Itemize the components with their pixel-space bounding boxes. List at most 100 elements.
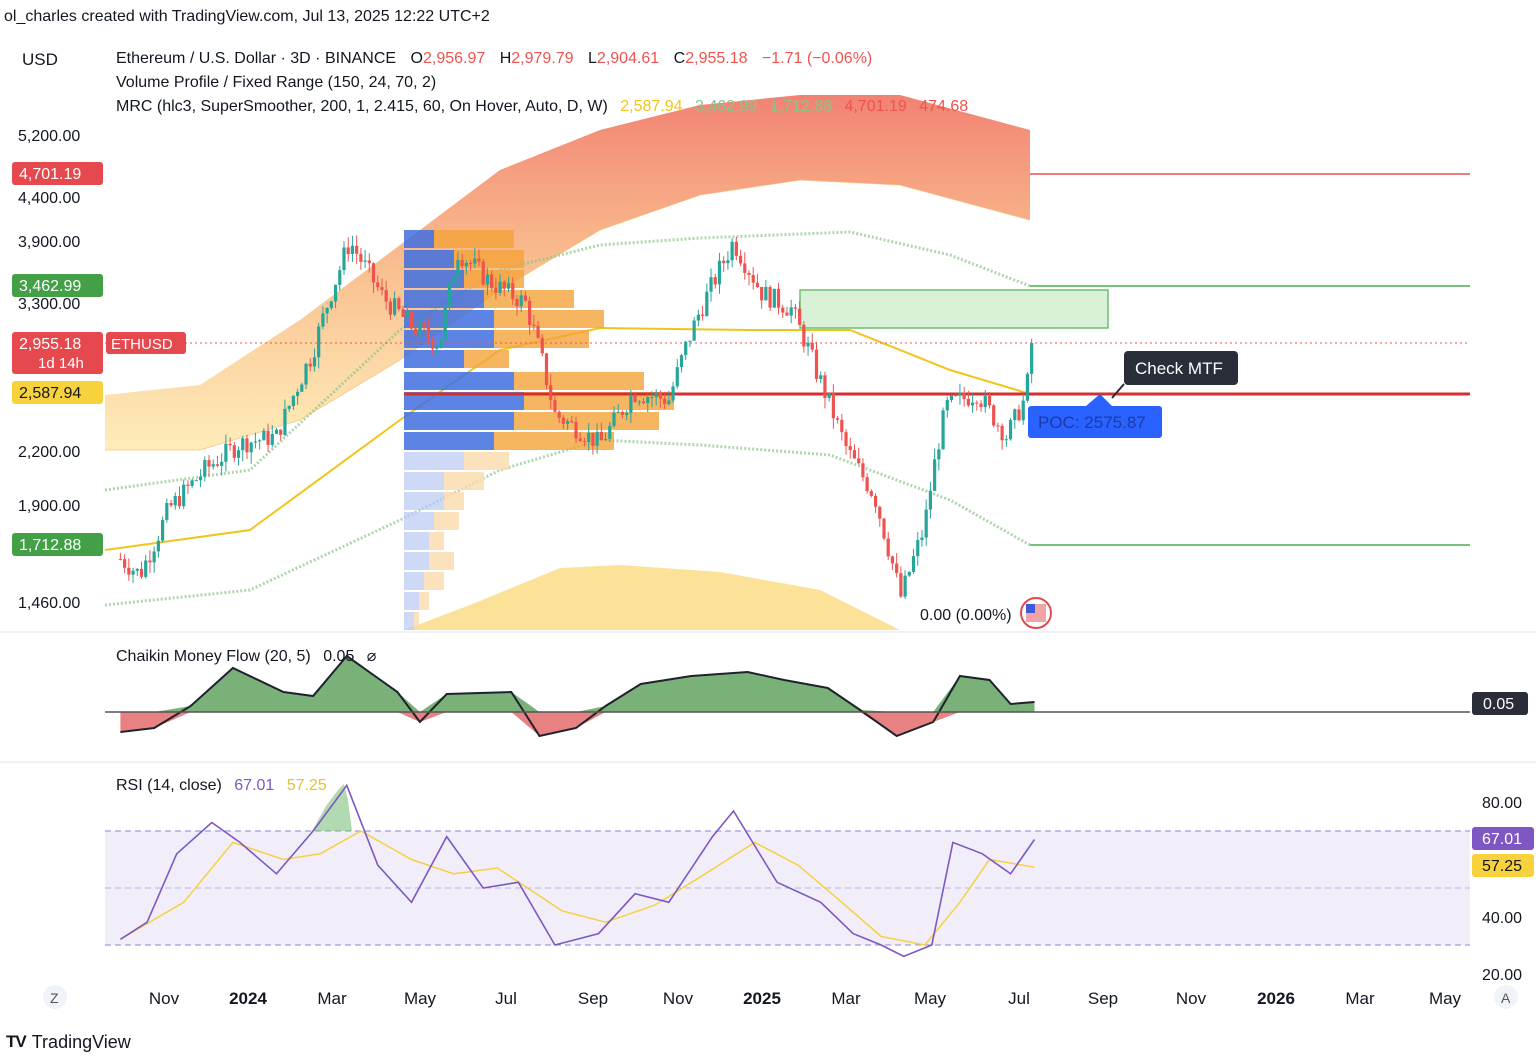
- candle-body[interactable]: [684, 341, 688, 356]
- candle-body[interactable]: [338, 270, 342, 285]
- candle-body[interactable]: [160, 519, 165, 541]
- poc-callout[interactable]: [1028, 406, 1162, 438]
- zoom-button[interactable]: [43, 985, 67, 1009]
- price-axis[interactable]: 5,200.00 4,400.00 3,900.00 3,300.00 2,20…: [12, 128, 186, 612]
- candle-body[interactable]: [667, 400, 671, 405]
- candle-body[interactable]: [688, 340, 692, 342]
- candle-body[interactable]: [987, 395, 992, 406]
- candle-body[interactable]: [494, 287, 498, 293]
- candle-body[interactable]: [852, 450, 857, 459]
- candle-body[interactable]: [1017, 409, 1021, 421]
- candle-body[interactable]: [511, 283, 515, 299]
- candle-body[interactable]: [705, 291, 709, 316]
- candle-body[interactable]: [346, 247, 350, 255]
- candle-body[interactable]: [751, 274, 755, 283]
- candle-body[interactable]: [308, 363, 312, 367]
- candle-body[interactable]: [456, 260, 460, 278]
- candles[interactable]: [118, 235, 1034, 599]
- candle-body[interactable]: [709, 277, 713, 292]
- candle-body[interactable]: [700, 314, 705, 316]
- candle-body[interactable]: [481, 261, 485, 285]
- candle-body[interactable]: [591, 432, 595, 446]
- candle-body[interactable]: [464, 262, 468, 267]
- candle-body[interactable]: [861, 463, 865, 478]
- candle-body[interactable]: [738, 255, 743, 264]
- candle-body[interactable]: [603, 438, 608, 441]
- candle-body[interactable]: [329, 301, 333, 308]
- candle-body[interactable]: [363, 260, 367, 262]
- candle-body[interactable]: [781, 307, 785, 313]
- candle-body[interactable]: [190, 480, 194, 486]
- candle-body[interactable]: [1004, 439, 1008, 441]
- candle-body[interactable]: [401, 309, 405, 317]
- candle-body[interactable]: [468, 262, 473, 264]
- candle-body[interactable]: [350, 245, 355, 255]
- candle-body[interactable]: [810, 342, 814, 350]
- candle-body[interactable]: [241, 438, 245, 451]
- candle-body[interactable]: [321, 313, 325, 327]
- candle-body[interactable]: [194, 480, 198, 482]
- candle-body[interactable]: [333, 284, 338, 302]
- candle-body[interactable]: [220, 461, 224, 466]
- candle-body[interactable]: [587, 432, 591, 442]
- candle-body[interactable]: [304, 363, 308, 385]
- candle-body[interactable]: [405, 311, 409, 317]
- candle-body[interactable]: [287, 405, 291, 409]
- candle-body[interactable]: [844, 432, 848, 447]
- candle-body[interactable]: [958, 392, 962, 396]
- candle-body[interactable]: [422, 322, 426, 328]
- candle-body[interactable]: [570, 421, 574, 423]
- candle-body[interactable]: [793, 307, 798, 309]
- candle-body[interactable]: [371, 263, 376, 283]
- candle-body[interactable]: [924, 509, 928, 538]
- candle-body[interactable]: [582, 441, 587, 443]
- candle-body[interactable]: [899, 573, 903, 597]
- candle-body[interactable]: [831, 393, 835, 419]
- candle-body[interactable]: [253, 441, 258, 443]
- candle-body[interactable]: [182, 484, 186, 507]
- candle-body[interactable]: [692, 320, 696, 341]
- candle-body[interactable]: [123, 559, 127, 568]
- candle-body[interactable]: [502, 281, 506, 289]
- candle-body[interactable]: [764, 287, 768, 301]
- candle-body[interactable]: [557, 411, 561, 418]
- candle-body[interactable]: [620, 411, 625, 415]
- candle-body[interactable]: [232, 445, 236, 458]
- candle-body[interactable]: [498, 281, 502, 293]
- legend-volume-profile[interactable]: Volume Profile / Fixed Range (150, 24, 7…: [116, 74, 436, 91]
- candle-body[interactable]: [528, 300, 532, 326]
- candle-body[interactable]: [772, 288, 776, 308]
- candle-body[interactable]: [966, 398, 970, 406]
- legend-symbol[interactable]: Ethereum / U.S. Dollar · 3D · BINANCE O2…: [116, 50, 872, 67]
- candle-body[interactable]: [477, 258, 481, 262]
- candle-body[interactable]: [916, 540, 920, 557]
- candle-body[interactable]: [414, 328, 418, 335]
- auto-scale-button[interactable]: [1494, 985, 1518, 1009]
- candle-body[interactable]: [802, 324, 806, 347]
- candle-body[interactable]: [173, 496, 177, 506]
- candle-body[interactable]: [612, 412, 616, 426]
- candle-body[interactable]: [945, 399, 949, 411]
- candle-body[interactable]: [490, 274, 494, 288]
- candle-body[interactable]: [819, 375, 823, 379]
- candle-body[interactable]: [768, 287, 772, 308]
- candle-body[interactable]: [941, 410, 945, 450]
- candle-body[interactable]: [300, 384, 304, 392]
- candle-body[interactable]: [144, 560, 148, 577]
- candle-body[interactable]: [452, 277, 456, 284]
- candle-body[interactable]: [722, 260, 726, 264]
- time-axis[interactable]: Z A Nov 2024 Mar May Jul Sep Nov 2025 Mar May Jul S…: [0, 984, 1536, 1012]
- candle-body[interactable]: [447, 283, 452, 308]
- currency-label[interactable]: USD: [22, 50, 58, 69]
- candle-body[interactable]: [578, 438, 582, 442]
- candle-body[interactable]: [228, 443, 232, 446]
- candle-body[interactable]: [789, 307, 793, 316]
- candle-body[interactable]: [540, 337, 544, 354]
- candle-body[interactable]: [869, 491, 873, 496]
- candle-body[interactable]: [835, 418, 840, 420]
- candle-body[interactable]: [177, 496, 182, 507]
- candle-body[interactable]: [760, 287, 764, 301]
- candle-body[interactable]: [650, 396, 654, 398]
- candle-body[interactable]: [599, 431, 603, 441]
- candle-body[interactable]: [165, 503, 169, 520]
